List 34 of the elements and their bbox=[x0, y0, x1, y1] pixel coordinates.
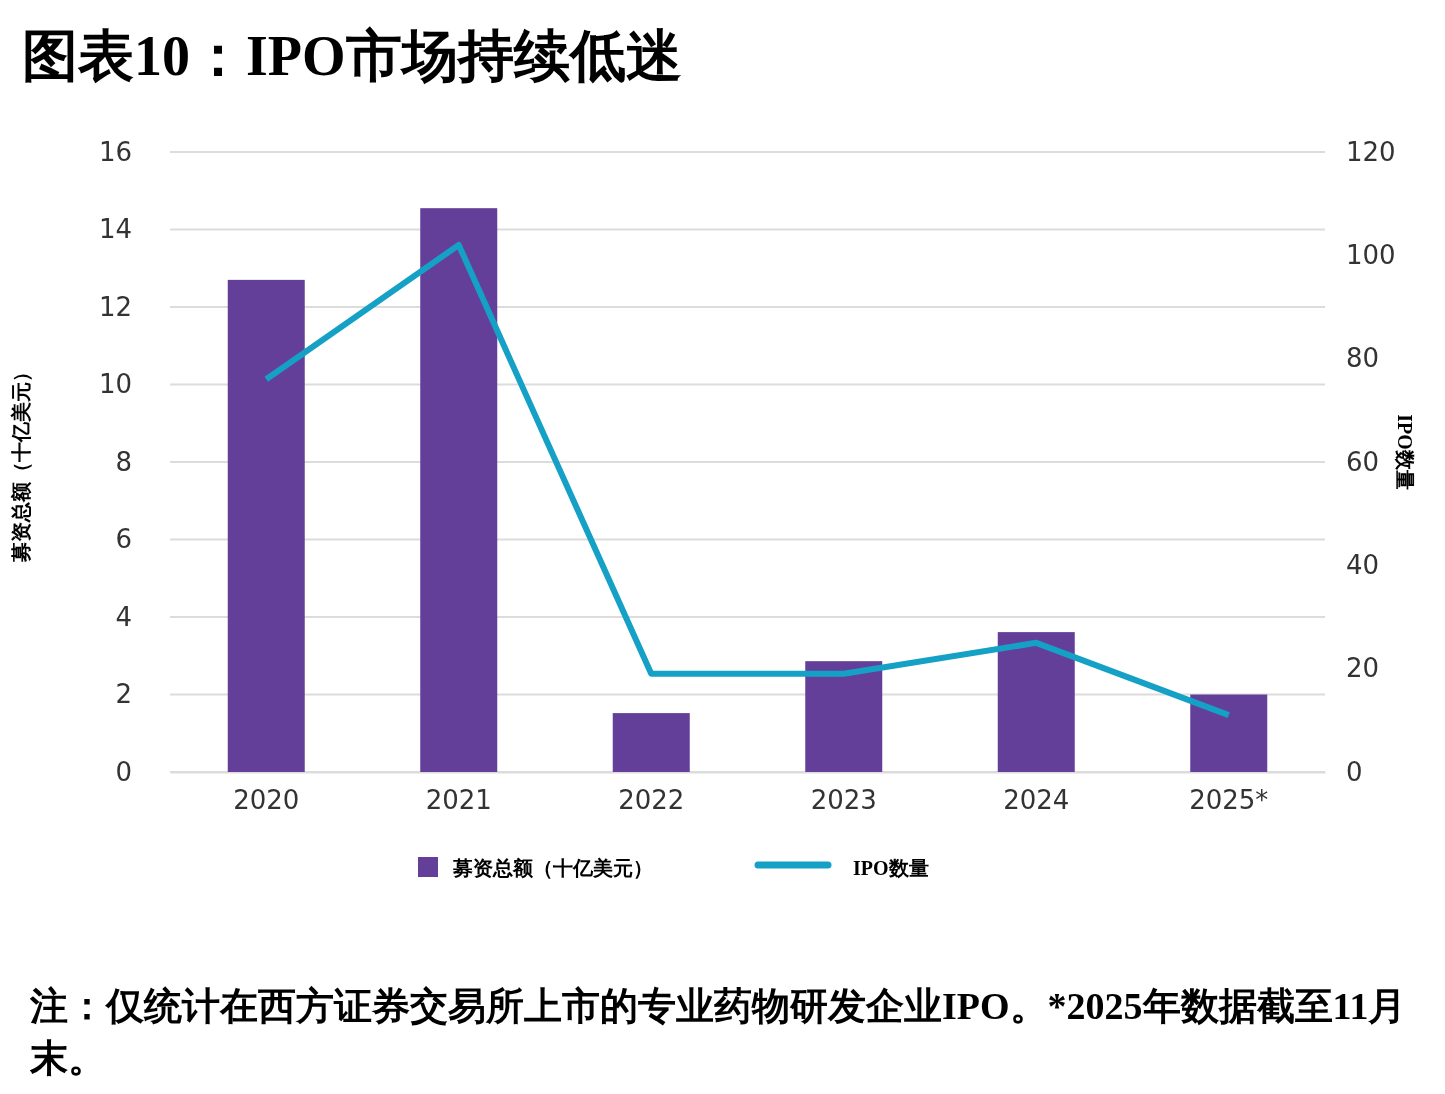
y-tick-label: 8 bbox=[115, 446, 132, 477]
y-tick-label: 12 bbox=[98, 291, 132, 322]
y-tick-label: 4 bbox=[115, 601, 132, 632]
y-tick-label: 10 bbox=[98, 369, 132, 400]
bar bbox=[420, 208, 498, 772]
y2-tick-label: 60 bbox=[1346, 446, 1380, 477]
x-tick-label: 2024 bbox=[1003, 784, 1070, 815]
y-tick-label: 0 bbox=[115, 756, 132, 787]
y2-tick-label: 100 bbox=[1346, 240, 1396, 271]
x-tick-label: 2025* bbox=[1189, 784, 1269, 815]
y2-axis-title: IPO数量 bbox=[1394, 414, 1416, 490]
x-tick-label: 2020 bbox=[233, 784, 300, 815]
y2-tick-label: 80 bbox=[1346, 343, 1380, 374]
y-tick-label: 16 bbox=[98, 136, 132, 167]
y-tick-label: 2 bbox=[115, 679, 132, 710]
x-tick-label: 2023 bbox=[810, 784, 877, 815]
y2-tick-label: 40 bbox=[1346, 550, 1380, 581]
legend-label: 募资总额（十亿美元） bbox=[452, 857, 653, 879]
y2-tick-label: 20 bbox=[1346, 653, 1380, 684]
y2-tick-label: 0 bbox=[1346, 756, 1363, 787]
bar bbox=[997, 632, 1075, 772]
y-tick-label: 14 bbox=[98, 214, 132, 245]
y2-tick-label: 120 bbox=[1346, 136, 1396, 167]
legend-label: IPO数量 bbox=[853, 857, 929, 879]
text: 注：仅统计在西方证券交易所上市的专业药物研发企业IPO。*2025年数据截至11月末。 bbox=[30, 984, 1408, 1081]
bar bbox=[227, 279, 305, 772]
bar bbox=[805, 661, 883, 772]
bar bbox=[612, 713, 690, 772]
bar bbox=[1190, 694, 1268, 772]
x-tick-label: 2021 bbox=[425, 784, 492, 815]
y-axis-title: 募资总额（十亿美元） bbox=[10, 362, 32, 563]
x-tick-label: 2022 bbox=[618, 784, 685, 815]
y-tick-label: 6 bbox=[115, 524, 132, 555]
chart-title: 图表10：IPO市场持续低迷 bbox=[22, 25, 682, 87]
